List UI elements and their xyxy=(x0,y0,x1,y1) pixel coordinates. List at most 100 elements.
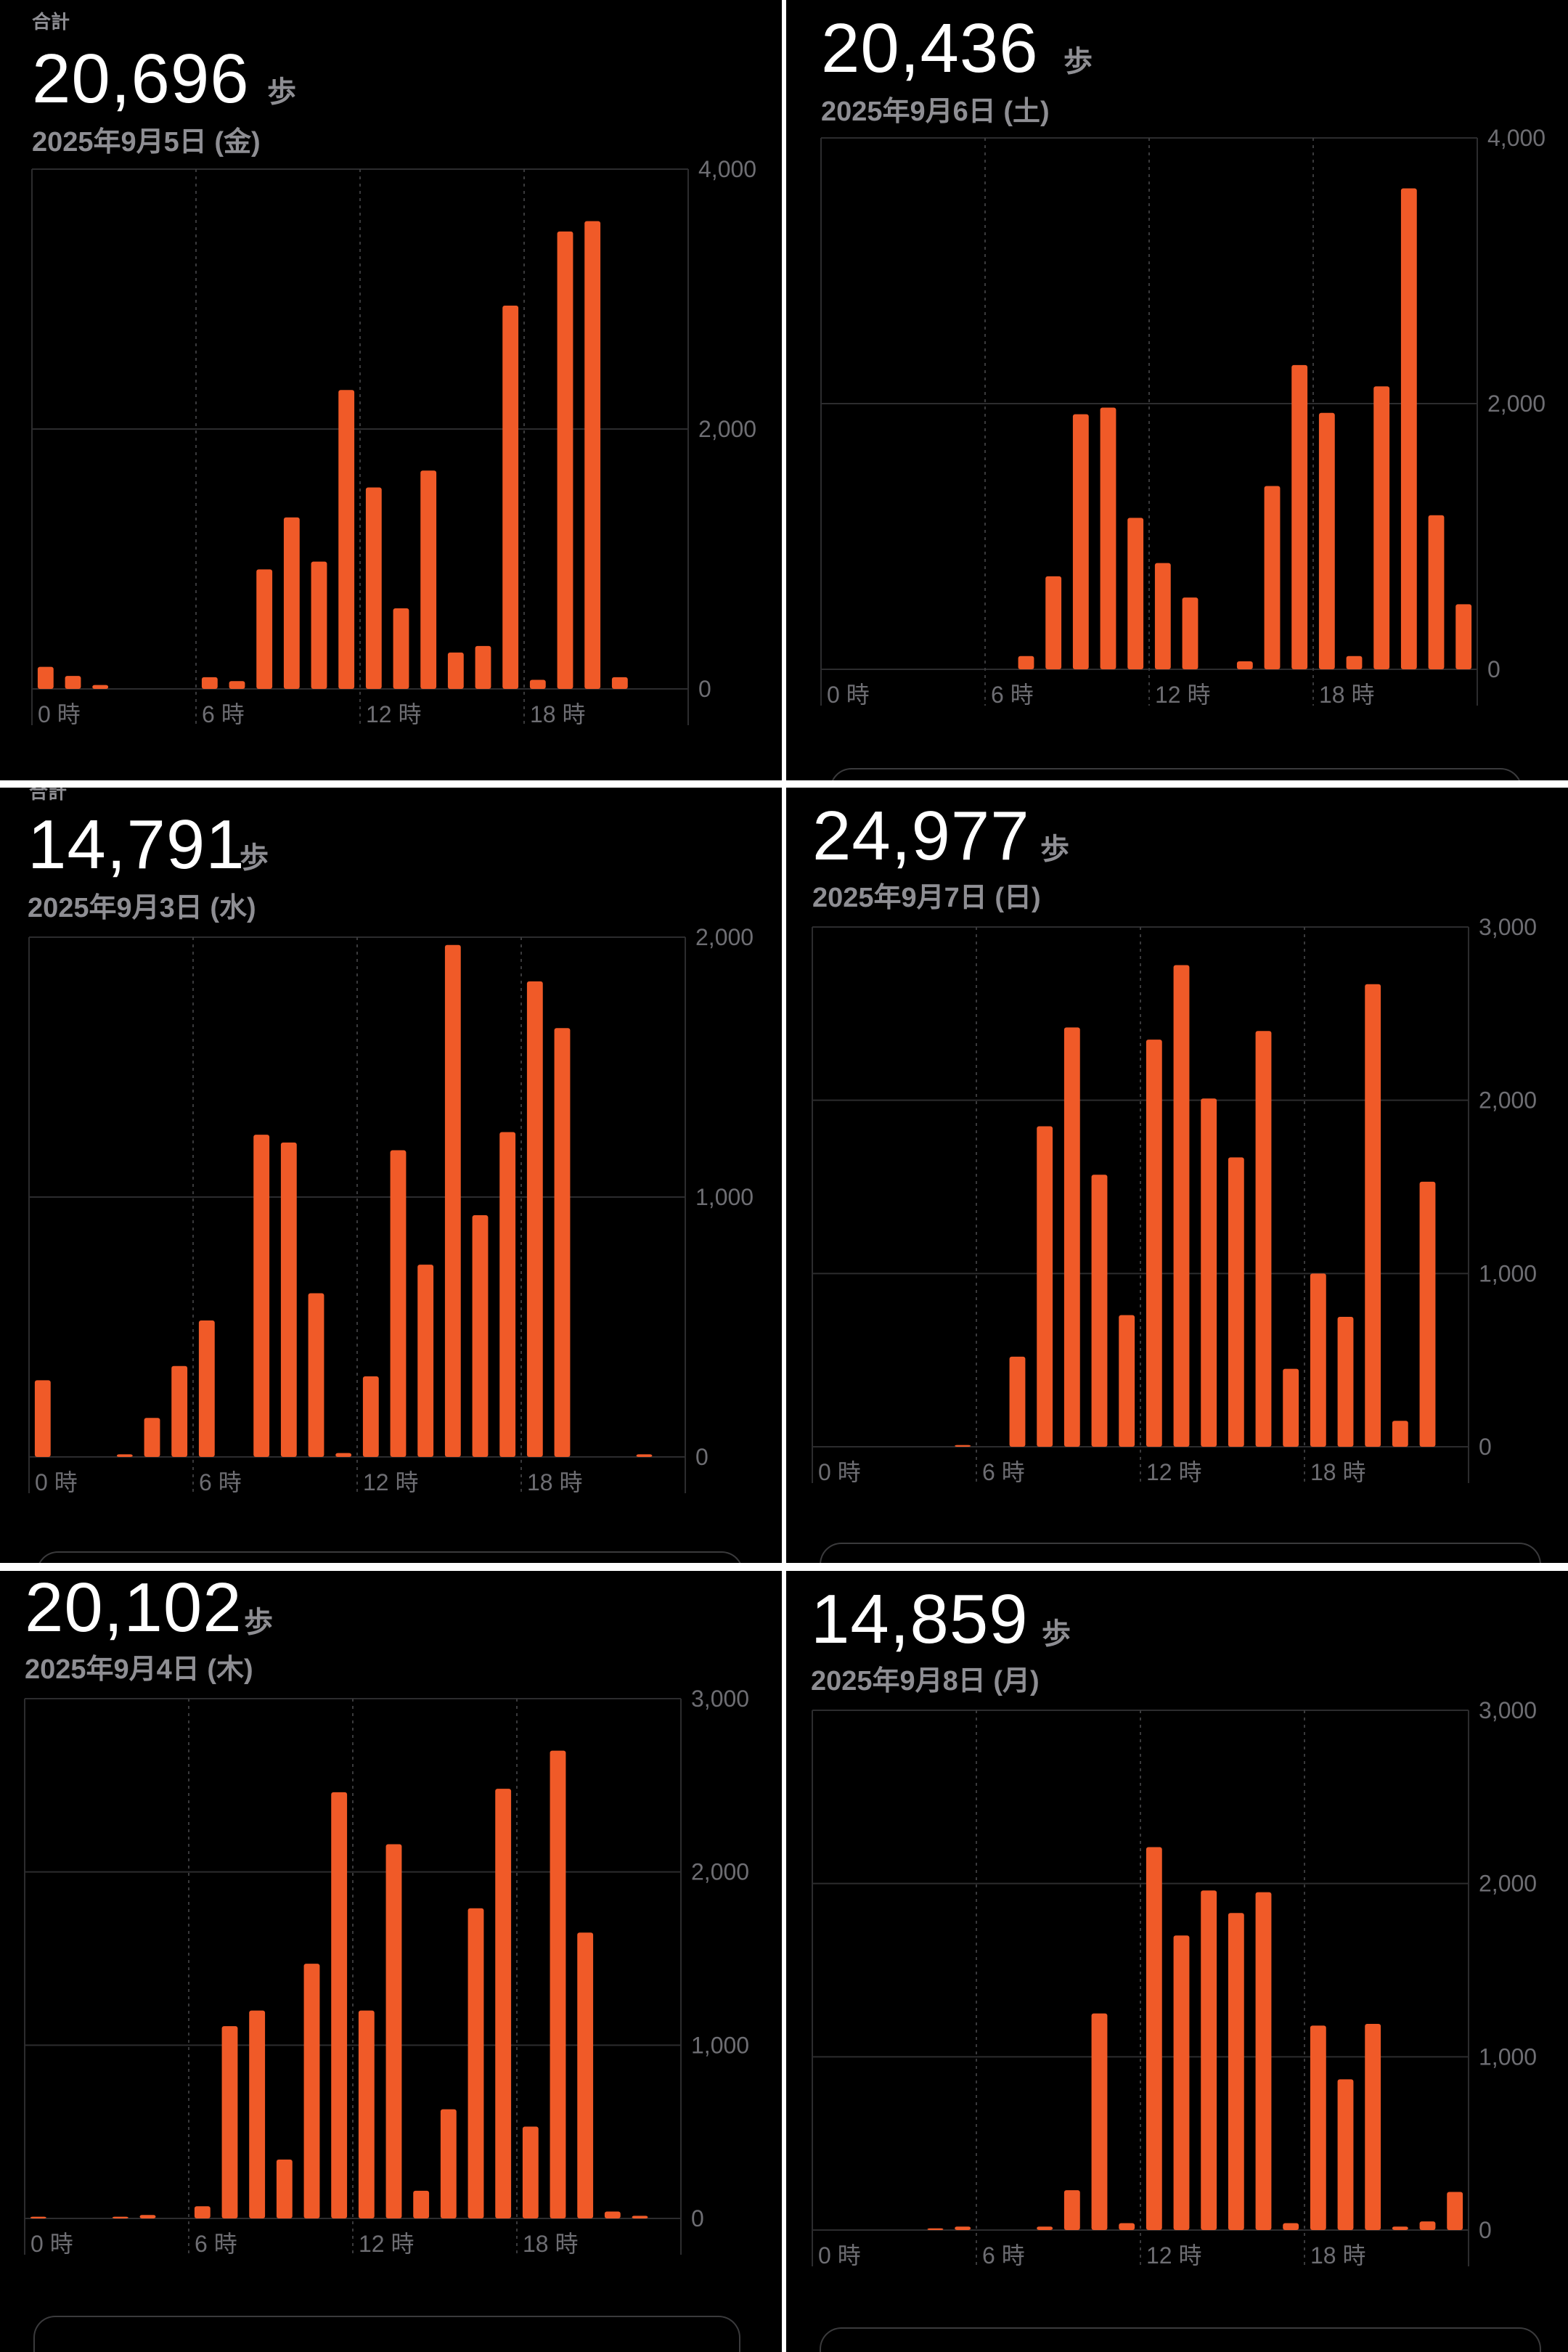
bar-hour-8 xyxy=(256,569,273,689)
bar-hour-6 xyxy=(194,2206,211,2218)
hourly-steps-chart-sep3: 2,000 1,000 0 0 時 6 時 12 時 18 時 xyxy=(28,924,754,1495)
bar-hour-9 xyxy=(1063,2190,1080,2230)
step-total: 20,696 xyxy=(32,40,250,118)
bar-hour-7 xyxy=(221,2026,238,2218)
bar-hour-8 xyxy=(249,2010,266,2218)
x-tick-label: 18 時 xyxy=(1319,682,1375,708)
bar-hour-0 xyxy=(34,1380,51,1457)
date-label: 2025年9月7日 (日) xyxy=(812,883,1041,913)
bar-hour-12 xyxy=(365,487,382,689)
bar-hour-14 xyxy=(1201,1098,1217,1447)
bar-hour-15 xyxy=(1228,1913,1244,2230)
x-tick-label: 0 時 xyxy=(818,2242,861,2269)
date-label: 2025年9月4日 (木) xyxy=(25,1654,253,1685)
bar-hour-21 xyxy=(1392,2226,1408,2230)
step-unit: 歩 xyxy=(240,842,269,874)
bar-hour-16 xyxy=(475,645,491,689)
bar-hour-17 xyxy=(499,1132,516,1457)
bar-hour-18 xyxy=(1310,1273,1326,1447)
bar-hour-13 xyxy=(1173,965,1190,1447)
hourly-steps-chart-sep5: 4,000 2,000 0 0 時 6 時 12 時 18 時 xyxy=(31,156,756,727)
bar-hour-20 xyxy=(577,1932,594,2218)
x-tick-label: 18 時 xyxy=(527,1469,583,1495)
date-label: 2025年9月3日 (水) xyxy=(28,893,256,923)
date-label: 2025年9月8日 (月) xyxy=(811,1666,1040,1696)
card-edge xyxy=(36,1551,743,1563)
step-total: 14,859 xyxy=(811,1580,1029,1658)
bar-hour-20 xyxy=(1365,984,1381,1447)
bar-hour-13 xyxy=(385,1844,402,2218)
bar-hour-15 xyxy=(444,944,461,1457)
bar-hour-11 xyxy=(335,1453,352,1457)
bar-hour-17 xyxy=(502,305,519,689)
bar-hour-12 xyxy=(362,1376,379,1457)
card-edge xyxy=(830,768,1522,780)
bar-hour-19 xyxy=(1346,656,1363,669)
bar-hour-10 xyxy=(1091,2013,1108,2230)
bar-hour-22 xyxy=(1428,515,1445,669)
y-tick-label: 0 xyxy=(691,2205,704,2231)
y-tick-label: 1,000 xyxy=(1479,2043,1537,2070)
step-panel-sep3: 合計 14,791 歩 2025年9月3日 (水) 2,000 1,000 0 0 時… xyxy=(0,788,782,1563)
bar-hour-13 xyxy=(393,608,409,689)
x-tick-label: 12 時 xyxy=(366,701,422,727)
bar-hour-15 xyxy=(440,2109,457,2218)
bar-hour-3 xyxy=(116,1454,133,1457)
bar-hour-8 xyxy=(1045,576,1062,669)
step-panel-sep5: 合計 20,696 歩 2025年9月5日 (金) 4,000 2,000 0 0 時… xyxy=(0,0,782,780)
bar-hour-23 xyxy=(1455,604,1472,669)
x-tick-label: 18 時 xyxy=(523,2231,579,2257)
bar-hour-3 xyxy=(112,2216,128,2218)
bar-hour-9 xyxy=(280,1142,297,1457)
bar-hour-14 xyxy=(1201,1890,1217,2230)
step-panel-sep7: 24,977 歩 2025年9月7日 (日) 3,000 2,000 1,000 0 0… xyxy=(786,788,1568,1563)
step-total: 20,436 xyxy=(821,9,1039,87)
bar-hour-13 xyxy=(390,1150,407,1457)
bar-hour-12 xyxy=(1146,1040,1162,1447)
date-label: 2025年9月6日 (土) xyxy=(821,97,1050,127)
bar-hour-9 xyxy=(1063,1027,1080,1447)
x-tick-label: 0 時 xyxy=(827,682,870,708)
y-tick-label: 2,000 xyxy=(1479,1871,1537,1897)
y-tick-label: 1,000 xyxy=(695,1184,754,1210)
bar-hour-16 xyxy=(1255,1031,1272,1447)
bar-hour-0 xyxy=(30,2216,46,2218)
bar-hour-15 xyxy=(1228,1157,1244,1447)
bar-hour-17 xyxy=(1283,2223,1299,2230)
bar-hour-12 xyxy=(358,2010,375,2218)
bar-hour-11 xyxy=(331,1792,348,2218)
bar-hour-10 xyxy=(311,561,327,689)
bar-hour-11 xyxy=(1127,518,1144,669)
bar-hour-9 xyxy=(276,2159,293,2218)
x-tick-label: 6 時 xyxy=(199,1469,242,1495)
y-tick-label: 2,000 xyxy=(1479,1087,1537,1114)
bar-hour-6 xyxy=(201,677,218,689)
y-tick-label: 3,000 xyxy=(1479,1697,1537,1723)
bar-hour-20 xyxy=(584,221,601,690)
total-caption: 合計 xyxy=(29,788,68,803)
bar-hour-5 xyxy=(171,1365,188,1457)
bar-hour-23 xyxy=(1447,2192,1463,2230)
x-tick-label: 18 時 xyxy=(1310,2242,1366,2269)
x-tick-label: 6 時 xyxy=(195,2231,237,2257)
bar-hour-21 xyxy=(611,677,628,689)
step-total: 24,977 xyxy=(812,797,1030,875)
bar-hour-10 xyxy=(1091,1175,1108,1447)
bar-hour-21 xyxy=(1392,1421,1408,1447)
y-tick-label: 0 xyxy=(698,676,711,702)
x-tick-label: 0 時 xyxy=(818,1459,861,1485)
hourly-steps-chart-sep8: 3,000 2,000 1,000 0 0 時 6 時 12 時 18 時 xyxy=(812,1697,1537,2269)
y-tick-label: 3,000 xyxy=(691,1686,749,1712)
bar-hour-19 xyxy=(1337,1317,1354,1447)
bar-hour-19 xyxy=(554,1028,571,1457)
bar-hour-15 xyxy=(1236,661,1253,669)
bar-hour-5 xyxy=(955,1445,971,1447)
bar-hour-11 xyxy=(338,390,355,689)
x-tick-label: 0 時 xyxy=(35,1469,78,1495)
bar-hour-18 xyxy=(526,981,543,1457)
bar-hour-4 xyxy=(927,2228,944,2230)
bar-hour-19 xyxy=(550,1750,566,2218)
y-tick-label: 2,000 xyxy=(1487,391,1545,417)
bar-hour-6 xyxy=(198,1320,215,1457)
y-tick-label: 0 xyxy=(1487,656,1500,682)
